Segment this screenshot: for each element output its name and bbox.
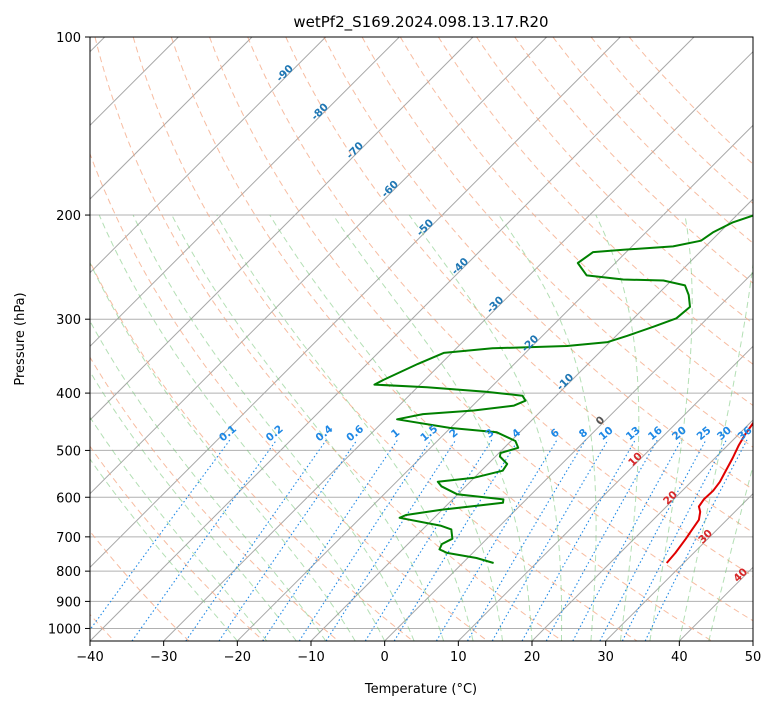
mixing-ratio-line bbox=[262, 439, 399, 641]
x-tick-label: 10 bbox=[450, 650, 467, 665]
moist-adiabat-line bbox=[171, 214, 445, 641]
isotherm-line bbox=[752, 640, 753, 641]
isotherm-line bbox=[90, 37, 253, 200]
isotherm-line bbox=[90, 37, 474, 421]
isotherm-line bbox=[605, 492, 753, 641]
x-tick-label: 0 bbox=[381, 650, 389, 665]
mixing-ratio-line bbox=[545, 439, 658, 641]
mixing-ratio-line bbox=[393, 439, 519, 641]
isotherm-line bbox=[90, 37, 621, 569]
y-axis-label: Pressure (hPa) bbox=[13, 292, 28, 385]
mixing-ratio-line bbox=[218, 439, 358, 641]
mixing-ratio-line bbox=[491, 439, 609, 641]
isotherm-line bbox=[531, 419, 753, 641]
isotherms bbox=[90, 37, 753, 641]
moist-adiabat-line bbox=[332, 214, 533, 641]
mixing-ratio-line bbox=[467, 439, 586, 641]
mixing-ratio-line bbox=[435, 439, 558, 641]
dry-adiabat-line bbox=[247, 37, 753, 577]
x-tick-label: −40 bbox=[76, 650, 103, 665]
moist-adiabat-line bbox=[408, 214, 563, 641]
x-tick-label: 50 bbox=[745, 650, 762, 665]
x-tick-label: 40 bbox=[671, 650, 688, 665]
series-line-0 bbox=[665, 421, 753, 564]
y-tick-label: 300 bbox=[56, 313, 81, 328]
moist-adiabat-line bbox=[216, 214, 474, 641]
profile-series bbox=[373, 214, 753, 564]
mixing-ratio-lines bbox=[90, 439, 748, 641]
dry-adiabat-line bbox=[514, 37, 753, 284]
isotherm-line bbox=[90, 37, 548, 495]
x-tick-label: −20 bbox=[224, 650, 251, 665]
y-tick-label: 1000 bbox=[48, 622, 81, 637]
dry-adiabats bbox=[90, 37, 753, 641]
y-tick-label: 900 bbox=[56, 595, 81, 610]
plot-background bbox=[90, 37, 753, 641]
axes: −40 −30 −20 −10 0 10 20 30 40 50 100 200 300 400 500 60… bbox=[48, 31, 761, 665]
moist-adiabat-line bbox=[90, 320, 327, 641]
dry-adiabat-line bbox=[90, 530, 190, 641]
dry-adiabat-line bbox=[399, 37, 753, 407]
y-tick-label: 100 bbox=[56, 31, 81, 46]
dry-adiabat-line bbox=[90, 152, 488, 641]
isotherm-line bbox=[90, 37, 400, 348]
y-tick-label: 800 bbox=[56, 565, 81, 580]
moist-adiabat-line bbox=[90, 416, 268, 641]
moist-adiabat-line bbox=[595, 214, 640, 641]
dry-adiabat-line bbox=[285, 37, 753, 534]
mixing-ratio-line bbox=[521, 439, 636, 641]
series-line-1 bbox=[373, 214, 753, 564]
mixing-ratio-line bbox=[325, 439, 457, 641]
y-tick-label: 400 bbox=[56, 387, 81, 402]
moist-adiabat-line bbox=[132, 214, 415, 641]
dry-adiabat-line bbox=[170, 37, 712, 641]
chart-title: wetPf2_S169.2024.098.13.17.R20 bbox=[293, 13, 548, 32]
dry-adiabat-line bbox=[209, 37, 753, 622]
mixing-ratio-line bbox=[185, 439, 327, 641]
isotherm-line bbox=[384, 271, 753, 641]
moist-adiabat-line bbox=[90, 261, 356, 641]
y-tick-label: 700 bbox=[56, 531, 81, 546]
x-tick-label: 30 bbox=[597, 650, 614, 665]
mixing-ratio-line bbox=[364, 439, 493, 641]
y-tick-label: 600 bbox=[56, 491, 81, 506]
x-tick-label: −10 bbox=[297, 650, 324, 665]
x-tick-label: −30 bbox=[150, 650, 177, 665]
dry-adiabat-line bbox=[90, 445, 264, 641]
moist-adiabat-line bbox=[90, 458, 238, 641]
moist-adiabat-line bbox=[269, 214, 503, 641]
isotherm-line bbox=[457, 345, 753, 641]
moist-adiabat-line bbox=[649, 214, 693, 641]
moist-adiabat-line bbox=[678, 260, 753, 641]
isotherm-line bbox=[90, 37, 327, 274]
x-tick-label: 20 bbox=[524, 650, 541, 665]
isotherm-line bbox=[236, 124, 753, 641]
plot-frame bbox=[89, 36, 754, 642]
mixing-ratio-line bbox=[644, 439, 748, 641]
mixing-ratio-line bbox=[298, 439, 432, 641]
pressure-grid bbox=[90, 37, 753, 629]
x-axis-label: Temperature (°C) bbox=[364, 682, 477, 697]
y-tick-label: 200 bbox=[56, 209, 81, 224]
dry-adiabat-line bbox=[437, 37, 753, 365]
isotherm-line bbox=[90, 37, 695, 641]
moist-adiabat-line bbox=[98, 214, 386, 641]
y-tick-label: 500 bbox=[56, 444, 81, 459]
mixing-ratio-line bbox=[90, 439, 231, 631]
moist-adiabat-line bbox=[90, 370, 297, 641]
isotherm-line bbox=[163, 50, 753, 641]
dry-adiabat-line bbox=[552, 37, 753, 244]
